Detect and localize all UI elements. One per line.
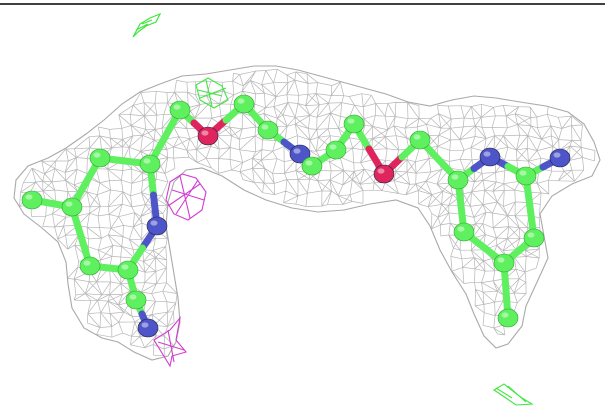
atom-highlight — [457, 226, 465, 232]
nitrogen-atom — [137, 318, 159, 338]
carbon-atom — [453, 222, 475, 242]
atom-highlight — [143, 158, 151, 164]
oxygen-atom — [373, 164, 395, 184]
nitrogen-atom — [549, 148, 571, 168]
density-mesh-icon — [13, 65, 601, 361]
carbon-atom — [497, 308, 519, 328]
oxygen-atom — [197, 126, 219, 146]
carbon-atom — [233, 94, 255, 114]
carbon-atom — [125, 290, 147, 310]
negative-density-blob — [165, 173, 207, 221]
mesh-outline — [13, 65, 601, 361]
atom-highlight — [413, 134, 421, 140]
carbon-atom — [257, 120, 279, 140]
difference-density-icon — [132, 12, 534, 406]
carbon-atom — [343, 114, 365, 134]
carbon-atom — [61, 197, 83, 217]
atom-highlight — [237, 98, 245, 104]
ligand-molecule-icon — [21, 94, 571, 338]
atom-spheres — [21, 94, 571, 338]
atom-highlight — [141, 322, 149, 328]
atom-highlight — [377, 168, 385, 174]
atom-highlight — [483, 151, 491, 157]
atom-highlight — [305, 160, 313, 166]
atom-highlight — [501, 312, 509, 318]
atom-highlight — [65, 201, 73, 207]
atom-highlight — [451, 174, 459, 180]
atom-highlight — [129, 294, 137, 300]
positive-density-blob — [195, 77, 229, 109]
carbon-atom — [493, 253, 515, 273]
nitrogen-atom — [479, 147, 501, 167]
atom-highlight — [347, 118, 355, 124]
carbon-atom — [21, 190, 43, 210]
atom-highlight — [553, 152, 561, 158]
atom-highlight — [201, 130, 209, 136]
atom-highlight — [293, 148, 301, 154]
carbon-atom — [515, 166, 537, 186]
nitrogen-atom — [289, 144, 311, 164]
atom-highlight — [93, 152, 101, 158]
carbon-atom — [79, 256, 101, 276]
carbon-atom — [117, 260, 139, 280]
atom-highlight — [497, 257, 505, 263]
carbon-atom — [325, 140, 347, 160]
atom-highlight — [25, 194, 33, 200]
atom-highlight — [261, 124, 269, 130]
carbon-atom — [169, 100, 191, 120]
atom-highlight — [173, 104, 181, 110]
mesh-grid — [19, 68, 596, 357]
atom-highlight — [83, 260, 91, 266]
atom-highlight — [329, 144, 337, 150]
carbon-atom — [301, 156, 323, 176]
positive-density-blob — [132, 12, 162, 38]
nitrogen-atom — [146, 216, 168, 236]
negative-density-blob — [153, 316, 187, 368]
carbon-atom — [523, 228, 545, 248]
atom-highlight — [121, 264, 129, 270]
carbon-atom — [447, 170, 469, 190]
atom-highlight — [150, 220, 158, 226]
carbon-atom — [139, 154, 161, 174]
positive-density-blob — [492, 383, 534, 406]
carbon-atom — [89, 148, 111, 168]
atom-highlight — [527, 232, 535, 238]
atom-highlight — [519, 170, 527, 176]
carbon-atom — [409, 130, 431, 150]
